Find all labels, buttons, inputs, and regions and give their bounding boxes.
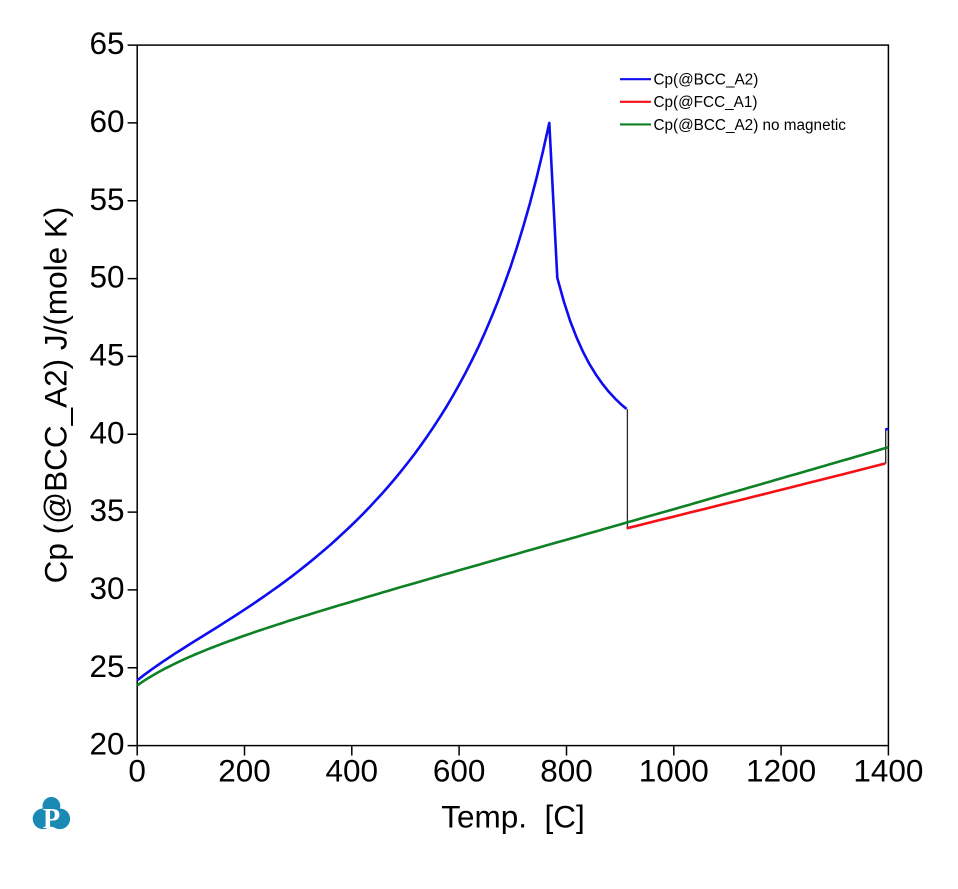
svg-text:20: 20 <box>89 726 124 762</box>
svg-text:Cp (@BCC_A2) J/(mole K): Cp (@BCC_A2) J/(mole K) <box>38 207 74 584</box>
svg-text:35: 35 <box>89 492 124 528</box>
svg-text:800: 800 <box>540 753 593 789</box>
svg-text:65: 65 <box>89 25 124 61</box>
svg-text:0: 0 <box>128 753 146 789</box>
svg-text:30: 30 <box>89 570 124 606</box>
svg-text:45: 45 <box>89 337 124 373</box>
svg-text:60: 60 <box>89 103 124 139</box>
svg-text:200: 200 <box>218 753 271 789</box>
svg-text:1000: 1000 <box>639 753 709 789</box>
svg-text:40: 40 <box>89 414 124 450</box>
svg-text:400: 400 <box>326 753 379 789</box>
svg-text:600: 600 <box>433 753 486 789</box>
svg-text:P: P <box>43 804 60 835</box>
svg-text:1200: 1200 <box>746 753 816 789</box>
svg-text:Cp(@BCC_A2) no magnetic: Cp(@BCC_A2) no magnetic <box>654 117 847 134</box>
svg-text:Cp(@FCC_A1): Cp(@FCC_A1) <box>654 94 758 111</box>
svg-text:25: 25 <box>89 648 124 684</box>
svg-text:55: 55 <box>89 181 124 217</box>
svg-text:Temp. [C]: Temp. [C] <box>441 799 585 835</box>
svg-text:50: 50 <box>89 259 124 295</box>
svg-text:Cp(@BCC_A2): Cp(@BCC_A2) <box>654 72 759 89</box>
svg-text:1400: 1400 <box>853 753 923 789</box>
